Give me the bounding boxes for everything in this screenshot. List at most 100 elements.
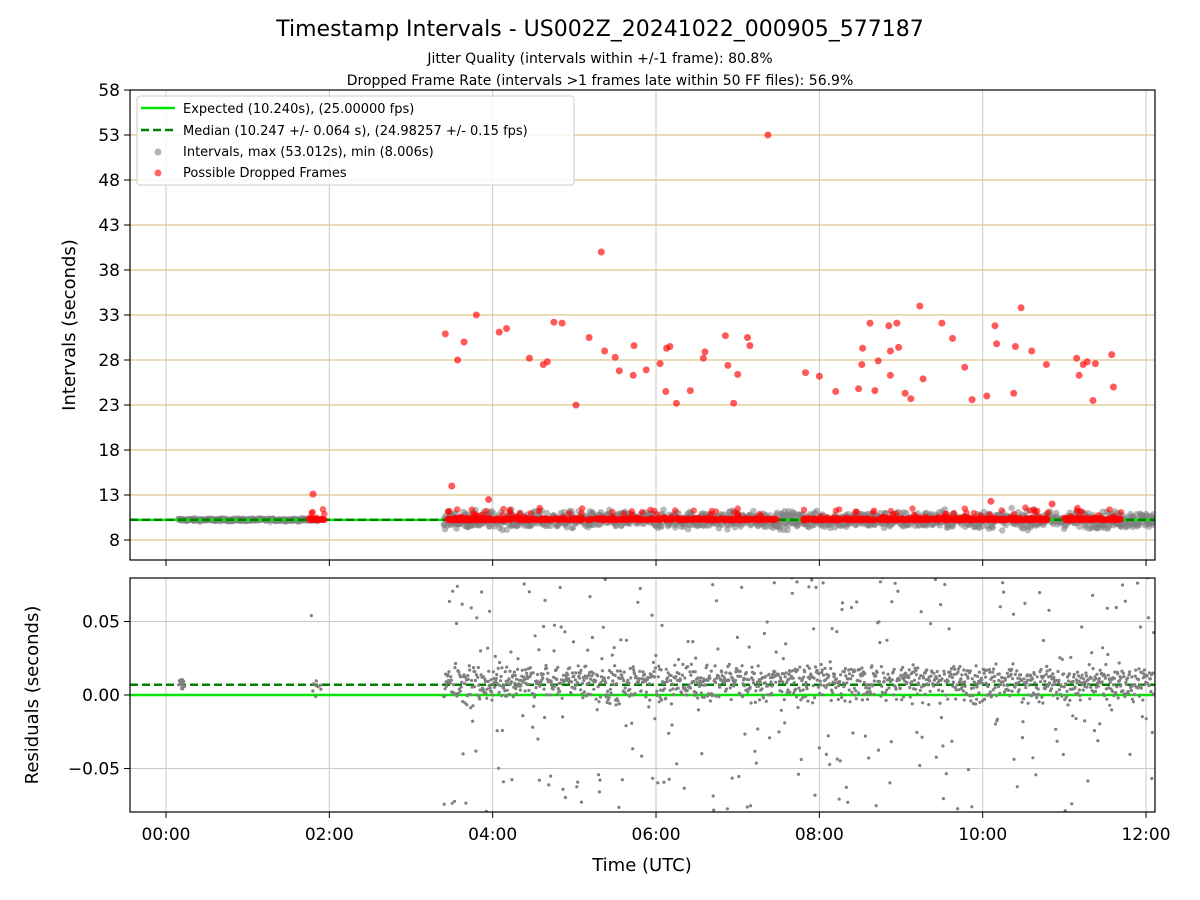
residual-point bbox=[486, 679, 490, 684]
residual-point bbox=[1141, 698, 1145, 702]
dropped-frame-point bbox=[585, 334, 593, 341]
residual-point bbox=[840, 601, 845, 605]
residual-point bbox=[179, 681, 183, 685]
dropped-frame-point bbox=[764, 131, 772, 139]
residual-point bbox=[849, 667, 853, 671]
residual-point bbox=[1142, 672, 1146, 676]
residual-point bbox=[548, 693, 552, 697]
residual-point bbox=[835, 630, 839, 634]
residual-point bbox=[455, 584, 459, 588]
residual-point bbox=[626, 678, 630, 682]
residual-point bbox=[1149, 690, 1153, 694]
intervals-ytick-label: 48 bbox=[98, 171, 120, 191]
dropped-frame-point bbox=[832, 388, 840, 395]
residual-point bbox=[1119, 676, 1123, 680]
residual-point bbox=[535, 672, 540, 677]
residual-point bbox=[882, 680, 886, 684]
residual-point bbox=[795, 695, 799, 699]
residual-point bbox=[475, 693, 479, 697]
residual-point bbox=[719, 678, 723, 682]
interval-point bbox=[999, 527, 1006, 534]
residual-point bbox=[963, 684, 967, 688]
residual-point bbox=[582, 690, 587, 694]
dropped-frame-point bbox=[601, 347, 609, 355]
dropped-frame-point bbox=[961, 363, 969, 371]
residual-point bbox=[502, 686, 506, 690]
residual-point bbox=[842, 670, 847, 674]
residual-point bbox=[783, 675, 787, 679]
residual-point bbox=[490, 693, 495, 697]
residual-point bbox=[1136, 581, 1140, 585]
residual-point bbox=[944, 693, 948, 697]
residual-point bbox=[956, 670, 960, 674]
residual-point bbox=[1055, 739, 1059, 743]
residual-point bbox=[1096, 739, 1100, 743]
residual-point bbox=[1039, 667, 1043, 672]
residual-point bbox=[493, 654, 497, 659]
residual-point bbox=[509, 650, 513, 654]
dropped-frame-point bbox=[690, 507, 697, 514]
residual-point bbox=[929, 622, 933, 626]
residual-point bbox=[784, 671, 788, 675]
residuals-xtick-label: 12:00 bbox=[1122, 825, 1171, 845]
residual-point bbox=[558, 585, 562, 590]
residual-point bbox=[570, 680, 574, 684]
residual-point bbox=[448, 681, 452, 685]
residual-point bbox=[455, 694, 459, 698]
residual-point bbox=[1070, 802, 1074, 806]
residual-point bbox=[644, 695, 648, 699]
residual-point bbox=[1107, 686, 1111, 690]
intervals-axes-frame bbox=[129, 89, 1156, 561]
residual-point bbox=[632, 668, 636, 672]
residual-point bbox=[867, 756, 871, 760]
residual-point bbox=[489, 678, 493, 682]
residual-point bbox=[1150, 776, 1154, 781]
residual-point bbox=[1056, 669, 1060, 674]
residual-point bbox=[505, 665, 509, 669]
residual-point bbox=[864, 686, 868, 690]
residual-point bbox=[1088, 697, 1092, 701]
residual-point bbox=[588, 595, 592, 599]
dropped-frame-point bbox=[1074, 504, 1081, 512]
residual-point bbox=[688, 670, 692, 674]
residual-point bbox=[515, 684, 519, 688]
legend-intervals-swatch bbox=[154, 148, 162, 156]
dropped-frame-point bbox=[460, 338, 468, 346]
residual-point bbox=[686, 639, 690, 644]
residual-point bbox=[467, 664, 471, 668]
residual-point bbox=[769, 691, 774, 696]
residual-point bbox=[1104, 662, 1108, 667]
residual-point bbox=[963, 680, 967, 684]
residual-point bbox=[836, 697, 840, 702]
residual-point bbox=[1076, 691, 1080, 696]
residual-point bbox=[669, 679, 673, 683]
dropped-frame-point bbox=[641, 516, 648, 523]
residual-point bbox=[653, 666, 658, 670]
residual-point bbox=[811, 684, 815, 688]
residual-point bbox=[781, 680, 785, 684]
residual-point bbox=[569, 691, 573, 696]
residual-point bbox=[695, 681, 699, 685]
residual-point bbox=[844, 674, 848, 678]
residual-point bbox=[311, 682, 316, 686]
residual-point bbox=[782, 672, 786, 676]
residual-point bbox=[459, 675, 463, 679]
residual-point bbox=[926, 683, 930, 687]
residual-point bbox=[987, 693, 991, 697]
residual-point bbox=[1021, 697, 1026, 701]
residual-point bbox=[971, 694, 975, 698]
residual-point bbox=[911, 663, 915, 667]
residual-point bbox=[623, 686, 627, 690]
residual-point bbox=[915, 730, 919, 735]
residual-point bbox=[651, 660, 656, 665]
residual-point bbox=[918, 688, 922, 693]
residual-point bbox=[659, 688, 663, 692]
residual-point bbox=[826, 734, 830, 738]
residual-point bbox=[1111, 683, 1116, 687]
residual-point bbox=[878, 640, 882, 645]
interval-point bbox=[1150, 521, 1155, 528]
residual-point bbox=[974, 664, 978, 668]
residual-point bbox=[964, 672, 968, 677]
intervals-ytick-label: 18 bbox=[98, 441, 120, 461]
residual-point bbox=[589, 693, 593, 697]
